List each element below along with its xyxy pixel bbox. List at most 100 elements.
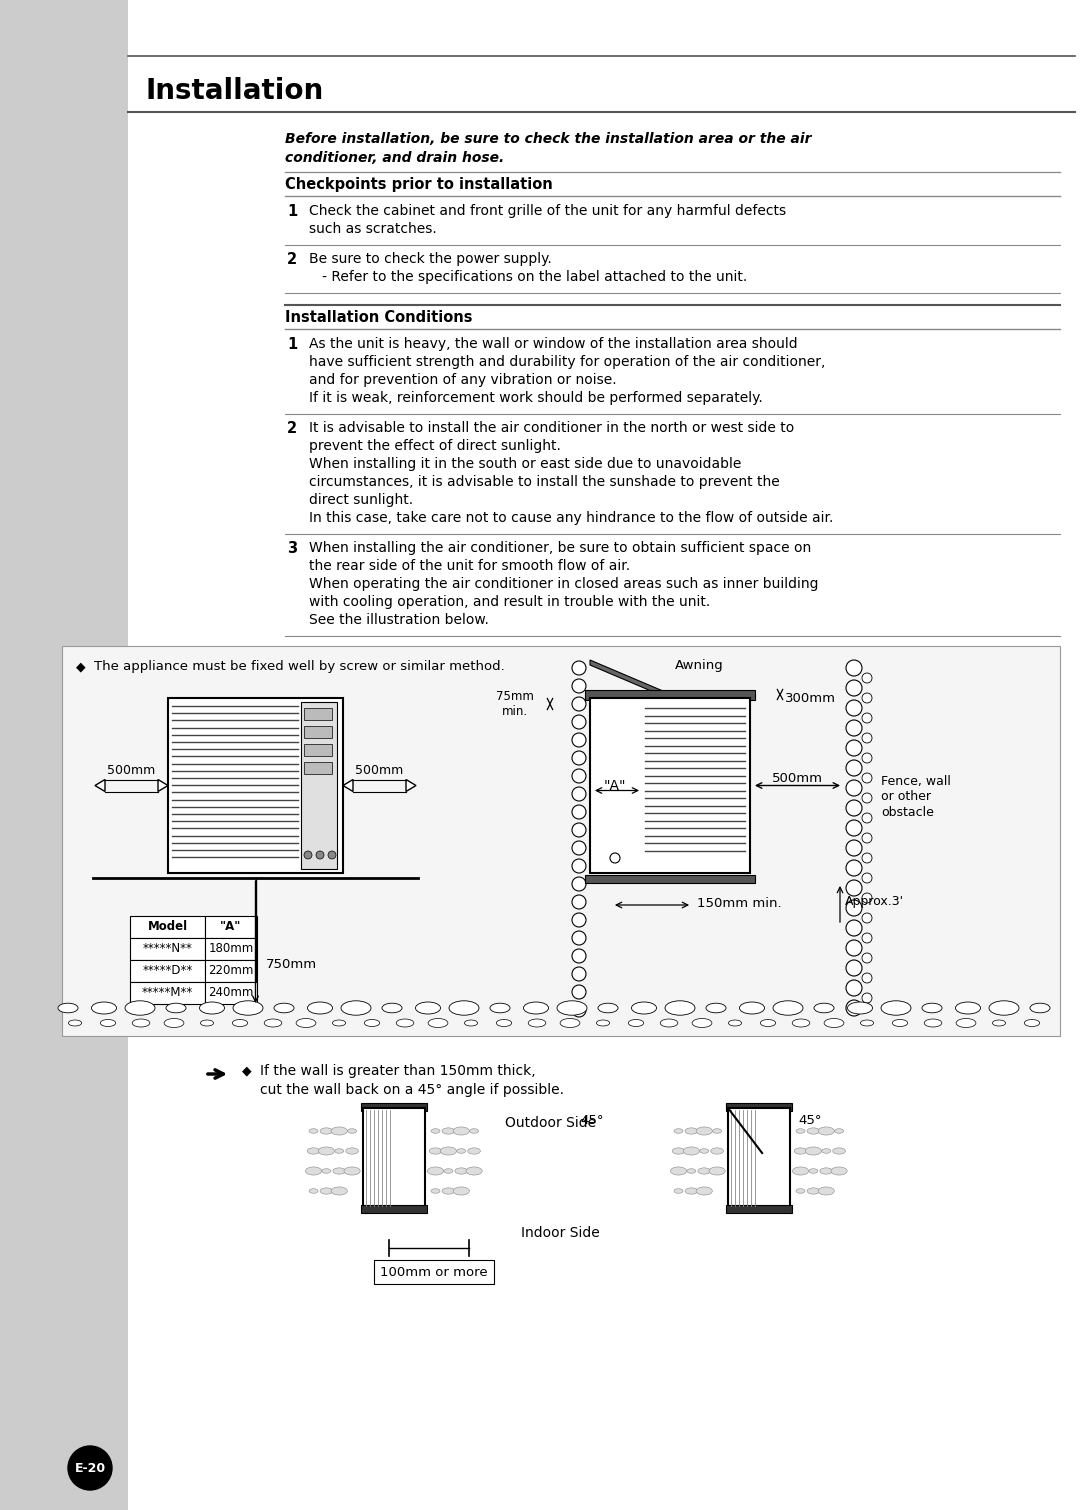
Circle shape: [862, 753, 872, 763]
Text: 3: 3: [287, 541, 297, 556]
Ellipse shape: [740, 1003, 765, 1015]
Ellipse shape: [454, 1187, 470, 1194]
Ellipse shape: [68, 1019, 82, 1025]
Ellipse shape: [333, 1019, 346, 1025]
Text: As the unit is heavy, the wall or window of the installation area should: As the unit is heavy, the wall or window…: [309, 337, 798, 350]
Text: 500mm: 500mm: [772, 772, 823, 785]
Text: with cooling operation, and result in trouble with the unit.: with cooling operation, and result in tr…: [309, 595, 711, 609]
Text: 1: 1: [287, 204, 297, 219]
Ellipse shape: [687, 1169, 696, 1173]
Ellipse shape: [793, 1167, 809, 1175]
Circle shape: [862, 933, 872, 944]
Ellipse shape: [319, 1148, 335, 1155]
Text: Be sure to check the power supply.: Be sure to check the power supply.: [309, 252, 552, 266]
Ellipse shape: [490, 1003, 510, 1013]
Ellipse shape: [692, 1019, 712, 1027]
Text: 180mm: 180mm: [208, 942, 254, 956]
Circle shape: [316, 852, 324, 859]
Ellipse shape: [632, 1003, 657, 1015]
Bar: [726, 1205, 792, 1213]
Bar: [168, 698, 343, 873]
Ellipse shape: [665, 1001, 696, 1015]
Text: If it is weak, reinforcement work should be performed separately.: If it is weak, reinforcement work should…: [309, 391, 762, 405]
Circle shape: [572, 841, 586, 855]
Ellipse shape: [125, 1001, 156, 1015]
Text: 100mm or more: 100mm or more: [380, 1265, 488, 1279]
Ellipse shape: [465, 1167, 482, 1175]
Text: 1: 1: [287, 337, 297, 352]
Ellipse shape: [831, 1167, 847, 1175]
Ellipse shape: [796, 1188, 805, 1193]
Bar: [205, 960, 257, 982]
Circle shape: [846, 800, 862, 815]
Circle shape: [572, 732, 586, 747]
Bar: [590, 698, 750, 873]
Bar: [130, 938, 205, 960]
Text: In this case, take care not to cause any hindrance to the flow of outside air.: In this case, take care not to cause any…: [309, 510, 834, 525]
Circle shape: [572, 895, 586, 909]
Circle shape: [846, 980, 862, 997]
Polygon shape: [406, 779, 416, 791]
Ellipse shape: [793, 1019, 810, 1027]
Text: Installation: Installation: [145, 77, 323, 106]
Polygon shape: [343, 779, 353, 791]
Circle shape: [862, 892, 872, 903]
Ellipse shape: [428, 1167, 444, 1175]
Circle shape: [572, 877, 586, 891]
Circle shape: [846, 760, 862, 776]
Bar: [585, 690, 755, 701]
Bar: [303, 763, 332, 775]
Circle shape: [572, 661, 586, 675]
Ellipse shape: [773, 1001, 804, 1015]
Ellipse shape: [274, 1003, 294, 1013]
Circle shape: [610, 853, 620, 864]
Ellipse shape: [848, 1003, 873, 1015]
Ellipse shape: [201, 1019, 214, 1025]
Ellipse shape: [92, 1003, 117, 1015]
Ellipse shape: [819, 1187, 835, 1194]
Ellipse shape: [166, 1003, 186, 1013]
Text: Checkpoints prior to installation: Checkpoints prior to installation: [285, 177, 553, 192]
Ellipse shape: [629, 1019, 644, 1027]
Ellipse shape: [685, 1188, 698, 1194]
Ellipse shape: [320, 1128, 333, 1134]
Circle shape: [572, 948, 586, 963]
Circle shape: [572, 750, 586, 766]
Ellipse shape: [892, 1019, 907, 1027]
Ellipse shape: [807, 1188, 820, 1194]
Bar: [361, 1205, 427, 1213]
Circle shape: [846, 900, 862, 917]
Ellipse shape: [464, 1019, 477, 1025]
Circle shape: [862, 972, 872, 983]
Ellipse shape: [497, 1019, 512, 1027]
Ellipse shape: [431, 1188, 440, 1193]
Ellipse shape: [672, 1148, 685, 1154]
Ellipse shape: [348, 1129, 356, 1132]
Ellipse shape: [346, 1148, 359, 1154]
Text: - Refer to the specifications on the label attached to the unit.: - Refer to the specifications on the lab…: [309, 270, 747, 284]
Bar: [205, 938, 257, 960]
Circle shape: [862, 953, 872, 963]
Text: *****M**: *****M**: [141, 986, 193, 1000]
Circle shape: [572, 914, 586, 927]
Text: Fence, wall
or other
obstacle: Fence, wall or other obstacle: [881, 776, 950, 818]
Ellipse shape: [697, 1126, 713, 1136]
Ellipse shape: [660, 1019, 678, 1027]
Ellipse shape: [132, 1019, 150, 1027]
Polygon shape: [590, 660, 670, 699]
Circle shape: [303, 852, 312, 859]
Circle shape: [572, 716, 586, 729]
Ellipse shape: [713, 1129, 721, 1132]
Text: ◆: ◆: [76, 660, 85, 673]
Circle shape: [572, 787, 586, 800]
Text: Installation Conditions: Installation Conditions: [285, 310, 473, 325]
Ellipse shape: [993, 1019, 1005, 1025]
Bar: [585, 874, 755, 883]
Text: have sufficient strength and durability for operation of the air conditioner,: have sufficient strength and durability …: [309, 355, 825, 368]
Bar: [303, 744, 332, 757]
Ellipse shape: [814, 1003, 834, 1013]
Text: cut the wall back on a 45° angle if possible.: cut the wall back on a 45° angle if poss…: [260, 1083, 564, 1096]
Ellipse shape: [706, 1003, 726, 1013]
Text: conditioner, and drain hose.: conditioner, and drain hose.: [285, 151, 504, 165]
Text: such as scratches.: such as scratches.: [309, 222, 436, 236]
